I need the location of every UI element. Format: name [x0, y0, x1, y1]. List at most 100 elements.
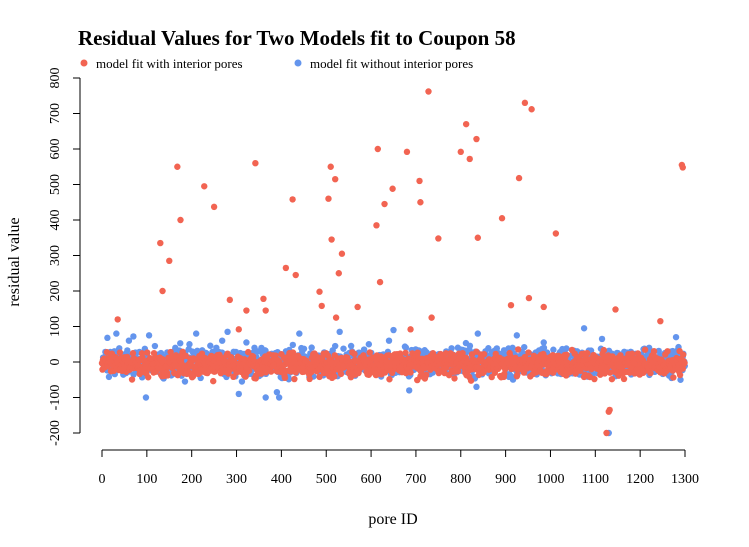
point-with-pores: [459, 349, 466, 357]
point-without-pores: [466, 342, 474, 350]
point-with-pores: [492, 350, 499, 358]
point-without-pores: [275, 394, 283, 401]
chart-title: Residual Values for Two Models fit to Co…: [78, 26, 516, 50]
axes: 0 100 200 300 400 500 600 700 800 900 1000 1100 1200…: [48, 68, 699, 488]
point-with-pores: [103, 348, 111, 356]
point-with-pores: [681, 359, 688, 367]
x-tick-label: 1200: [626, 472, 654, 487]
point-with-pores: [507, 302, 515, 309]
point-without-pores: [493, 345, 501, 352]
point-with-pores: [608, 375, 616, 383]
point-with-pores: [572, 370, 579, 377]
point-with-pores: [514, 346, 522, 353]
point-with-pores: [177, 216, 184, 224]
point-with-pores: [466, 155, 473, 163]
point-with-pores: [421, 365, 428, 372]
point-without-pores: [540, 339, 547, 346]
x-tick-label: 800: [450, 472, 471, 487]
point-without-pores: [213, 344, 220, 351]
point-without-pores: [473, 383, 480, 391]
point-with-pores: [606, 406, 613, 414]
point-with-pores: [425, 88, 432, 95]
point-with-pores: [245, 367, 253, 374]
point-with-pores: [679, 164, 686, 171]
point-with-pores: [525, 294, 533, 302]
point-without-pores: [218, 337, 226, 344]
point-without-pores: [390, 326, 397, 334]
point-without-pores: [251, 344, 258, 351]
point-with-pores: [435, 235, 442, 242]
point-with-pores: [226, 296, 234, 304]
point-without-pores: [448, 345, 455, 352]
point-with-pores: [210, 203, 218, 211]
point-without-pores: [289, 341, 297, 349]
point-without-pores: [224, 328, 231, 336]
point-without-pores: [181, 378, 189, 385]
x-tick-label: 600: [361, 472, 382, 487]
point-with-pores: [289, 349, 297, 356]
point-without-pores: [332, 342, 339, 350]
point-with-pores: [373, 222, 380, 229]
point-with-pores: [514, 371, 521, 379]
point-without-pores: [509, 344, 516, 352]
point-with-pores: [198, 350, 206, 357]
point-without-pores: [105, 373, 113, 381]
y-tick-label: 500: [48, 174, 63, 195]
point-without-pores: [300, 345, 308, 352]
point-with-pores: [407, 326, 414, 333]
point-with-pores: [344, 354, 351, 361]
x-tick-label: 0: [99, 472, 106, 487]
point-with-pores: [244, 348, 252, 356]
point-with-pores: [388, 369, 396, 377]
y-tick-label: 800: [48, 68, 63, 89]
point-with-pores: [657, 317, 664, 325]
legend-marker-without-pores: [294, 59, 302, 67]
y-tick-label: -200: [48, 420, 63, 446]
point-without-pores: [238, 378, 246, 385]
x-tick-label: 400: [271, 472, 292, 487]
point-with-pores: [515, 174, 523, 182]
point-with-pores: [306, 375, 313, 383]
point-without-pores: [336, 328, 343, 336]
point-with-pores: [612, 306, 619, 313]
point-with-pores: [552, 230, 560, 237]
point-with-pores: [414, 349, 421, 356]
point-with-pores: [316, 373, 323, 381]
point-without-pores: [145, 332, 153, 339]
point-with-pores: [428, 314, 435, 321]
point-with-pores: [210, 377, 217, 385]
x-tick-label: 900: [495, 472, 516, 487]
point-without-pores: [340, 345, 347, 352]
point-without-pores: [296, 330, 303, 337]
point-without-pores: [550, 346, 557, 353]
y-axis-label: residual value: [6, 217, 23, 306]
point-with-pores: [159, 287, 166, 295]
y-tick-label: 600: [48, 139, 63, 160]
point-with-pores: [252, 160, 259, 167]
point-with-pores: [235, 326, 242, 333]
point-with-pores: [381, 200, 388, 208]
point-without-pores: [207, 342, 214, 349]
point-with-pores: [501, 370, 508, 378]
point-with-pores: [291, 375, 298, 383]
point-with-pores: [164, 372, 171, 379]
point-with-pores: [407, 369, 414, 376]
point-with-pores: [451, 375, 458, 382]
point-with-pores: [292, 271, 299, 279]
point-without-pores: [672, 333, 680, 341]
legend-label-without-pores: model fit without interior pores: [310, 56, 473, 71]
point-without-pores: [130, 333, 137, 340]
y-tick-label: 400: [48, 210, 63, 231]
point-without-pores: [262, 394, 269, 401]
point-with-pores: [260, 295, 267, 303]
point-with-pores: [327, 163, 334, 170]
point-with-pores: [167, 348, 174, 356]
point-without-pores: [235, 390, 242, 398]
y-tick-label: 0: [48, 359, 63, 366]
point-with-pores: [318, 302, 325, 310]
point-with-pores: [647, 369, 654, 377]
point-with-pores: [474, 234, 482, 241]
point-with-pores: [129, 350, 137, 357]
point-without-pores: [563, 345, 570, 352]
